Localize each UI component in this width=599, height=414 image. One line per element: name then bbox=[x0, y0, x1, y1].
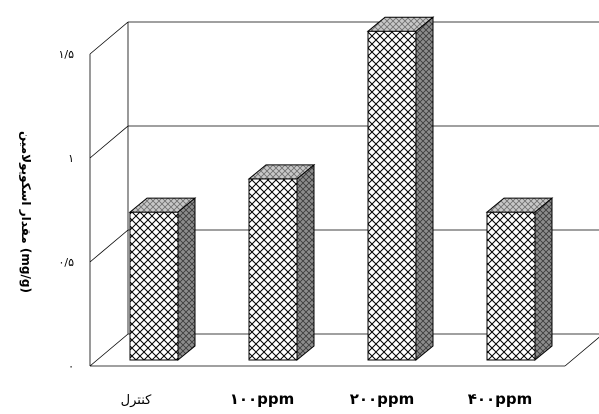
y-axis-label: مقدار اسکوپولامین (mg/g) bbox=[18, 131, 33, 293]
floor-right-edge bbox=[564, 336, 599, 367]
grid-diagonal bbox=[89, 21, 129, 55]
y-ticks: ۰ ۰/۵ ۱ ۱/۵ bbox=[58, 48, 74, 373]
x-category-label: ۴۰۰ppm bbox=[468, 390, 533, 408]
bar-side bbox=[415, 16, 434, 362]
grid-diagonal bbox=[89, 333, 129, 367]
x-categories: کنترل ۱۰۰ppm ۲۰۰ppm ۴۰۰ppm bbox=[121, 390, 533, 408]
bar-front bbox=[129, 211, 179, 361]
x-category-label: کنترل bbox=[121, 393, 152, 408]
bar bbox=[247, 163, 316, 362]
grid-diagonal bbox=[89, 125, 129, 159]
bar-front bbox=[367, 30, 417, 361]
x-category-label: ۱۰۰ppm bbox=[230, 390, 295, 408]
bar-front bbox=[486, 211, 536, 361]
bar-side bbox=[177, 197, 196, 362]
y-tick-label: ۰/۵ bbox=[58, 256, 74, 269]
bar-side bbox=[296, 163, 315, 362]
bar bbox=[128, 197, 197, 362]
plot-frame bbox=[89, 21, 599, 367]
bar bbox=[485, 197, 554, 362]
grid-diagonal bbox=[89, 229, 129, 263]
bar-front bbox=[248, 178, 298, 361]
bar bbox=[366, 16, 435, 362]
bars bbox=[128, 16, 554, 362]
bar-side bbox=[534, 197, 553, 362]
y-tick-label: ۰ bbox=[68, 360, 74, 373]
x-category-label: ۲۰۰ppm bbox=[350, 390, 415, 408]
y-tick-label: ۱/۵ bbox=[58, 48, 74, 61]
y-tick-label: ۱ bbox=[68, 152, 74, 165]
